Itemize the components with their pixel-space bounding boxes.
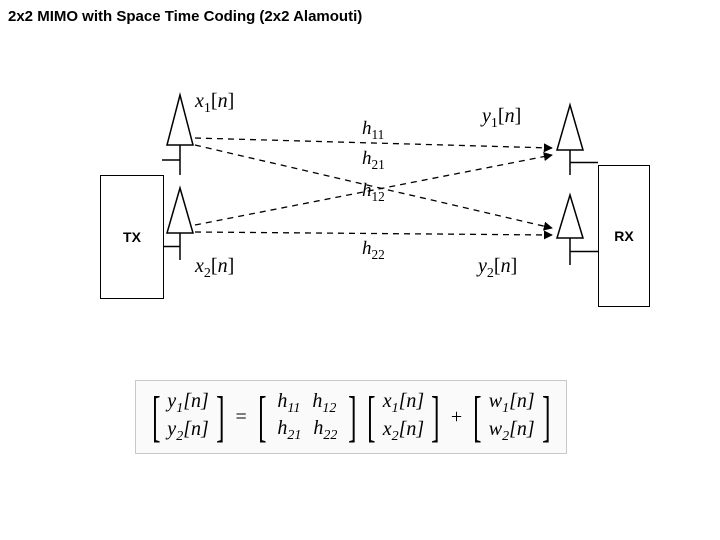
system-equation: [ y1[n] y2[n] ] = [ h11 h12 h21 h22 ] [ … xyxy=(135,380,567,454)
label-x2: x2[n] xyxy=(195,255,234,282)
eq-x2: x2[n] xyxy=(383,417,424,446)
tx-label: TX xyxy=(123,229,141,245)
eq-x1: x1[n] xyxy=(383,389,424,418)
label-h12: h12 xyxy=(362,180,385,205)
rx-block: RX xyxy=(598,165,650,307)
label-y1: y1[n] xyxy=(482,105,521,132)
eq-w2: w2[n] xyxy=(489,417,535,446)
eq-plus: + xyxy=(451,406,462,429)
eq-h12: h12 xyxy=(306,390,342,417)
eq-w1: w1[n] xyxy=(489,389,535,418)
eq-equals: = xyxy=(235,406,246,429)
label-x1: x1[n] xyxy=(195,90,234,117)
label-h21: h21 xyxy=(362,148,385,173)
tx1-antenna-icon xyxy=(167,95,193,145)
rx2-antenna-icon xyxy=(557,195,583,238)
page-title: 2x2 MIMO with Space Time Coding (2x2 Ala… xyxy=(8,8,362,25)
eq-y2: y2[n] xyxy=(167,417,208,446)
tx2-antenna-icon xyxy=(167,188,193,233)
label-h22: h22 xyxy=(362,238,385,263)
rx-label: RX xyxy=(614,228,633,244)
tx-block: TX xyxy=(100,175,164,299)
eq-h22: h22 xyxy=(307,417,343,444)
eq-y1: y1[n] xyxy=(167,389,208,418)
rx1-antenna-icon xyxy=(557,105,583,150)
channel-h22 xyxy=(195,232,552,235)
eq-h21: h21 xyxy=(271,417,307,444)
label-h11: h11 xyxy=(362,118,384,143)
label-y2: y2[n] xyxy=(478,255,517,282)
eq-h11: h11 xyxy=(271,390,306,417)
